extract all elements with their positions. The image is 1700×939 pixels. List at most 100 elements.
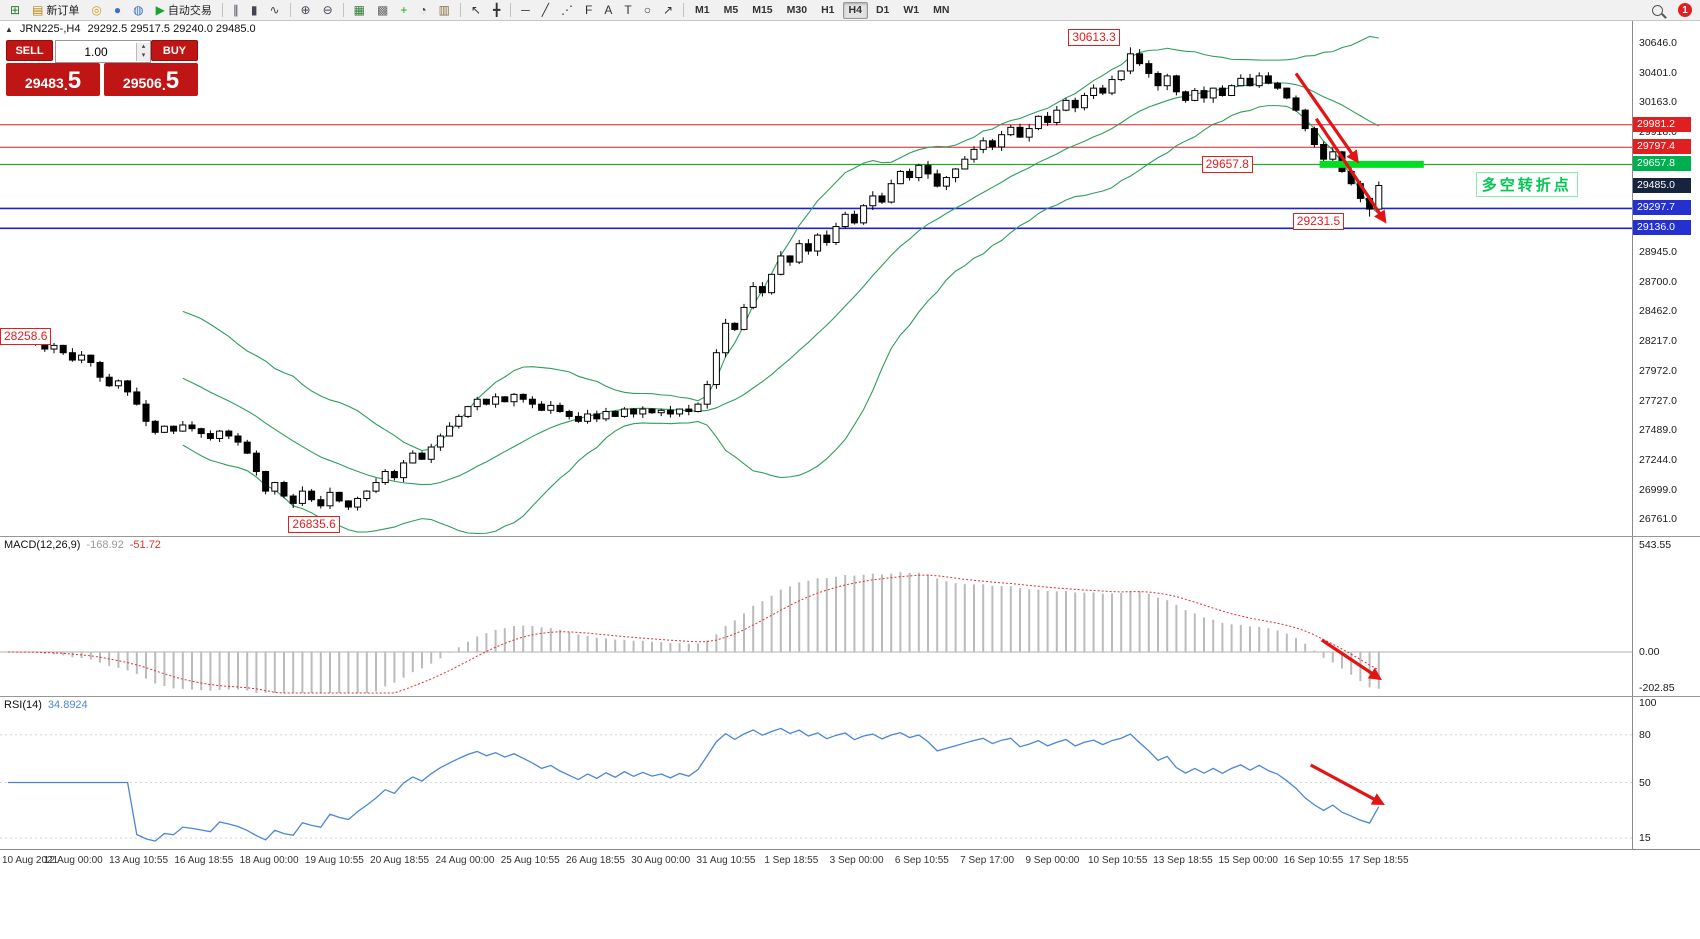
indicators-button[interactable]: +: [395, 2, 412, 19]
rsi-value: 34.8924: [47, 699, 88, 711]
accounts-icon: ●: [113, 3, 122, 17]
timeframe-h4-button[interactable]: H4: [842, 1, 868, 19]
main-toolbar: ⊞ ▤ 新订单 ◎ ● ◍ ▶ 自动交易 ∥ ▮ ∿ ⊕ ⊖ ▦ ▩ + ◔ ▥ ↖ ╋ ─ ╱ ⋰ F A T ○ ↗ M1 M5 M15…: [0, 0, 1700, 21]
volume-stepper: ▴ ▾: [55, 40, 151, 63]
autotrading-button[interactable]: ▶ 自动交易: [151, 2, 217, 19]
text-icon: A: [604, 3, 613, 17]
autotrading-icon: ▶: [155, 3, 165, 17]
search-icon: [1652, 4, 1663, 16]
trend-arrow[interactable]: [1320, 638, 1382, 681]
macd-histogram: [16, 572, 1380, 693]
deposit-icon: ◎: [91, 3, 102, 17]
price-axis[interactable]: [1632, 20, 1700, 873]
bar-chart-button[interactable]: ∥: [228, 2, 244, 19]
horizontal-line-icon: ─: [521, 3, 530, 17]
candles: [4, 47, 1383, 511]
label-button[interactable]: T: [619, 2, 636, 19]
trend-arrow[interactable]: [1294, 72, 1359, 164]
zoom-out-button[interactable]: ⊖: [318, 2, 338, 19]
autotrading-label: 自动交易: [167, 5, 212, 17]
periods-icon: ◔: [419, 3, 427, 17]
volume-up-button[interactable]: ▴: [137, 42, 150, 52]
buy-price-display[interactable]: 29506. 5: [104, 63, 198, 96]
new-chart-icon: ⊞: [10, 3, 21, 17]
sell-price-int: 29483: [24, 75, 64, 91]
sell-button[interactable]: SELL: [6, 40, 53, 61]
periods-button[interactable]: ◔: [414, 2, 431, 19]
horizontal-lines[interactable]: [0, 124, 1632, 230]
fibonacci-icon: F: [585, 3, 593, 17]
timeframe-m1-button[interactable]: M1: [689, 2, 716, 19]
timeframe-m5-button[interactable]: M5: [718, 2, 745, 19]
volume-input[interactable]: [56, 42, 136, 61]
cascade-windows-button[interactable]: ▩: [372, 2, 393, 19]
buy-price-pip: 5: [165, 67, 180, 94]
volume-down-button[interactable]: ▾: [137, 51, 150, 61]
ohlc-values: 29292.5 29517.5 29240.0 29485.0: [87, 23, 256, 35]
cursor-icon: ↖: [470, 3, 482, 17]
templates-icon: ▥: [438, 3, 450, 17]
timeframe-h1-button[interactable]: H1: [815, 2, 840, 19]
panel-separator-macd[interactable]: [0, 536, 1700, 537]
cascade-windows-icon: ▩: [377, 3, 389, 17]
buy-button[interactable]: BUY: [151, 40, 198, 61]
zoom-in-icon: ⊕: [300, 3, 311, 17]
timeframe-m30-button[interactable]: M30: [781, 2, 813, 19]
one-click-collapse-icon[interactable]: ▲: [5, 24, 13, 34]
bar-chart-icon: ∥: [232, 3, 239, 17]
channel-button[interactable]: ⋰: [556, 2, 578, 19]
toolbar-separator: [510, 3, 512, 17]
line-chart-button[interactable]: ∿: [264, 2, 284, 19]
volume-spinners: ▴ ▾: [136, 42, 150, 61]
toolbar-separator: [221, 3, 223, 17]
trendline-icon: ╱: [541, 3, 549, 17]
accounts-button[interactable]: ●: [109, 2, 126, 19]
bollinger-upper-band[interactable]: [182, 35, 1379, 452]
crosshair-button[interactable]: ╋: [488, 2, 505, 19]
trendline-button[interactable]: ╱: [537, 2, 554, 19]
shapes-icon: ○: [643, 3, 651, 17]
timeframe-w1-button[interactable]: W1: [897, 2, 925, 19]
time-axis[interactable]: [0, 849, 1700, 873]
arrows-tool-button[interactable]: ↗: [658, 2, 678, 19]
cursor-button[interactable]: ↖: [466, 2, 486, 19]
timeframe-mn-button[interactable]: MN: [927, 2, 955, 19]
macd-signal-value: -51.72: [129, 539, 161, 551]
text-button[interactable]: A: [599, 2, 617, 19]
horizontal-line-button[interactable]: ─: [516, 2, 535, 19]
search-button[interactable]: [1647, 1, 1668, 20]
trend-arrow[interactable]: [1309, 763, 1385, 805]
green-highlight-segment[interactable]: [1319, 160, 1424, 168]
bollinger-middle-band[interactable]: [182, 82, 1380, 486]
crosshair-icon: ╋: [493, 3, 501, 17]
templates-button[interactable]: ▥: [434, 2, 455, 19]
buy-price-int: 29506: [122, 75, 162, 91]
bollinger-lower-band[interactable]: [182, 105, 1380, 535]
shapes-button[interactable]: ○: [639, 2, 656, 19]
new-order-button[interactable]: ▤ 新订单: [27, 2, 84, 19]
fibonacci-button[interactable]: F: [580, 2, 597, 19]
candlestick-chart-icon: ▮: [250, 3, 258, 17]
candlestick-chart-button[interactable]: ▮: [246, 2, 263, 19]
zoom-in-button[interactable]: ⊕: [296, 2, 316, 19]
timeframe-m15-button[interactable]: M15: [746, 2, 778, 19]
label-icon: T: [624, 3, 632, 17]
one-click-trading-panel: SELL ▴ ▾ BUY 29483.5 29506.5: [6, 40, 198, 96]
deposit-button[interactable]: ◎: [86, 2, 106, 19]
new-chart-button[interactable]: ⊞: [5, 2, 25, 19]
trend-arrow[interactable]: [1314, 117, 1387, 224]
timeframe-d1-button[interactable]: D1: [870, 2, 895, 19]
news-button[interactable]: ◍: [128, 2, 148, 19]
toolbar-separator: [683, 3, 685, 17]
toolbar-separator: [289, 3, 291, 17]
macd-signal-line: [7, 574, 1380, 694]
notification-badge[interactable]: 1: [1678, 3, 1692, 17]
rsi-line: [8, 727, 1380, 842]
sell-price-display[interactable]: 29483. 5: [6, 63, 100, 96]
panel-separator-rsi[interactable]: [0, 696, 1700, 697]
line-chart-icon: ∿: [269, 3, 280, 17]
tile-windows-button[interactable]: ▦: [349, 2, 370, 19]
annotation-note: 多空转折点: [1475, 172, 1578, 198]
channel-icon: ⋰: [561, 3, 573, 17]
